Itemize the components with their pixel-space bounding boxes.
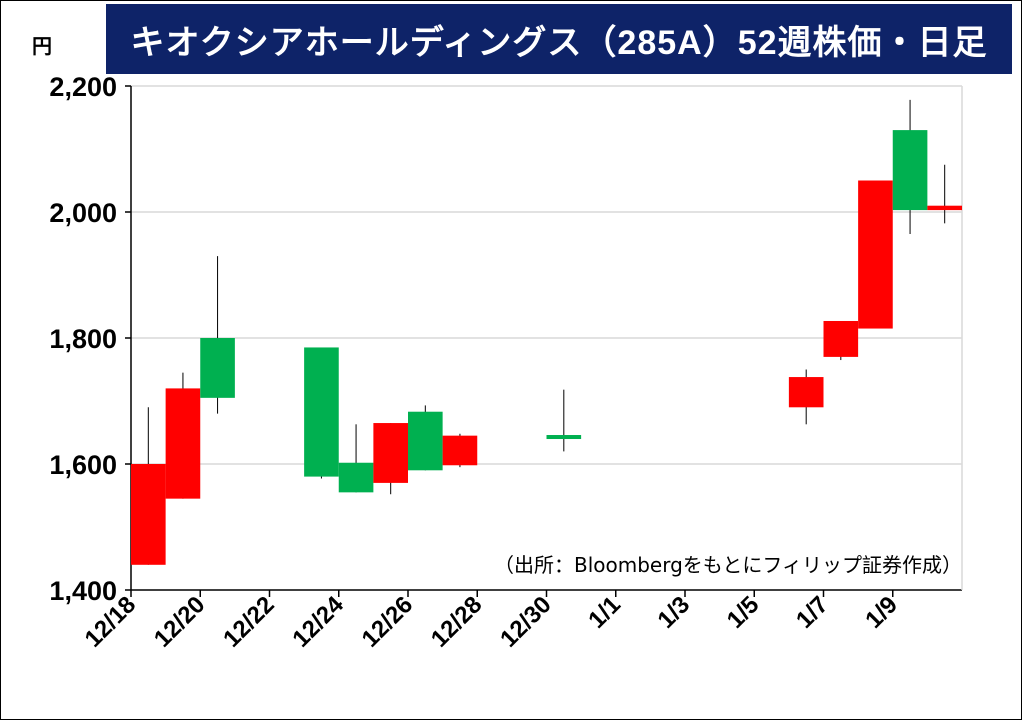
candles [131,99,962,565]
candle-up [546,435,582,440]
title-bar: キオクシアホールディングス（285A）52週株価・日足 [106,4,1012,74]
y-tick-label: 2,000 [49,198,117,228]
candle-down [373,423,408,483]
x-tick-label: 12/26 [357,591,419,653]
candle-up [408,411,443,471]
x-tick-label: 1/1 [583,591,626,634]
x-tick-label: 12/20 [149,591,211,653]
source-annotation: （出所：Bloombergをもとにフィリップ証券作成） [494,553,962,577]
candle-down [858,180,893,329]
x-tick-label: 12/24 [287,591,349,653]
x-tick-label: 12/28 [426,591,488,653]
candle-down [927,205,962,211]
candle-down [788,377,824,408]
x-tick-label: 12/30 [495,591,557,653]
x-tick-labels: 12/18 12/20 12/22 12/24 12/26 12/28 12/30 1/1 1/… [80,591,903,653]
grid-lines [131,85,962,465]
y-tick-label: 1,400 [49,576,117,606]
y-tick-label: 1,800 [49,324,117,354]
candle-down [131,464,166,565]
candle-down [442,435,478,466]
x-tick-label: 1/7 [791,591,834,634]
candle-up [200,338,235,398]
candle-up [892,130,928,211]
x-tick-label: 1/3 [653,591,696,634]
y-tick-labels: 1,400 1,600 1,800 2,000 2,200 [49,72,117,606]
chart-title: キオクシアホールディングス（285A）52週株価・日足 [130,23,988,62]
x-tick-label: 1/5 [722,591,765,634]
y-tick-label: 1,600 [49,450,117,480]
candle-down [165,388,201,499]
y-unit-label: 円 [32,36,52,58]
candle-down [823,320,859,357]
x-tick-label: 1/9 [860,591,903,634]
candle-up [338,462,374,493]
candle-up [304,347,339,477]
x-tick-label: 12/22 [218,591,280,653]
y-tick-label: 2,200 [49,72,117,102]
